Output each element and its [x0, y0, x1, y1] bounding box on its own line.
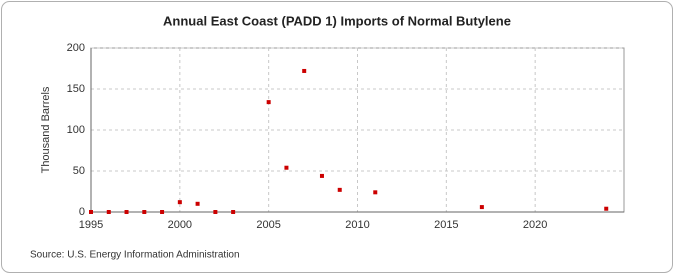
y-tick-label: 50	[73, 165, 85, 177]
point	[266, 100, 271, 105]
point	[319, 173, 324, 178]
x-tick-label: 2020	[523, 219, 547, 231]
point	[124, 210, 129, 214]
point	[106, 210, 111, 214]
y-tick-label: 200	[67, 42, 85, 54]
y-tick-label: 150	[67, 83, 85, 95]
point	[373, 190, 378, 195]
point	[142, 210, 147, 214]
point	[337, 187, 342, 192]
x-tick-label: 1995	[79, 219, 103, 231]
point	[89, 210, 93, 214]
point	[177, 200, 182, 205]
point	[604, 206, 609, 211]
point	[160, 210, 165, 214]
chart-title: Annual East Coast (PADD 1) Imports of No…	[163, 13, 511, 28]
point	[213, 210, 218, 214]
x-tick-label: 2000	[168, 219, 192, 231]
point	[302, 68, 307, 73]
point	[195, 201, 200, 206]
point	[284, 165, 289, 170]
source-note: Source: U.S. Energy Information Administ…	[30, 250, 240, 261]
x-tick-label: 2015	[434, 219, 458, 231]
y-tick-label: 100	[67, 124, 85, 136]
y-axis-label: Thousand Barrels	[40, 86, 52, 173]
point	[479, 205, 484, 210]
y-tick-label: 0	[79, 206, 85, 218]
x-tick-label: 2005	[256, 219, 280, 231]
point	[231, 210, 236, 214]
x-tick-label: 2010	[345, 219, 369, 231]
